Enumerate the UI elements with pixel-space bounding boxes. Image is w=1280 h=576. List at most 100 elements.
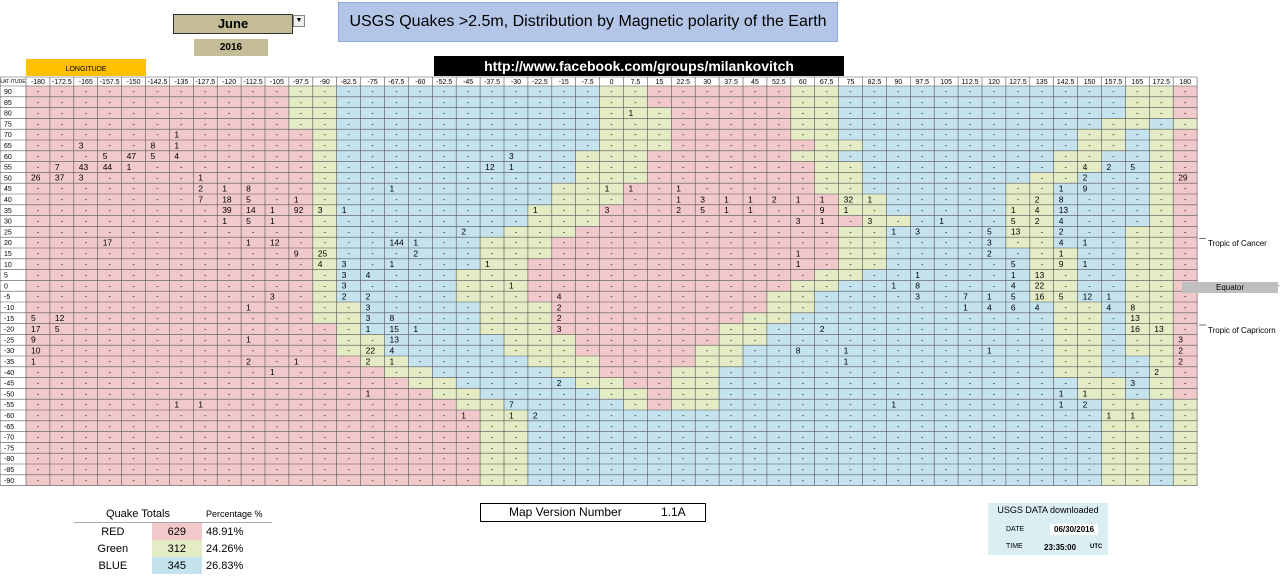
empty-cell-dash: -: [825, 402, 828, 409]
empty-cell-dash: -: [156, 381, 159, 388]
empty-cell-dash: -: [443, 305, 446, 312]
quake-count: 2: [366, 356, 371, 366]
empty-cell-dash: -: [85, 111, 88, 118]
empty-cell-dash: -: [539, 219, 542, 226]
empty-cell-dash: -: [467, 132, 470, 139]
empty-cell-dash: -: [754, 327, 757, 334]
empty-cell-dash: -: [921, 251, 924, 258]
empty-cell-dash: -: [921, 240, 924, 247]
empty-cell-dash: -: [682, 305, 685, 312]
polarity-band: [862, 269, 1030, 281]
polarity-band: [312, 129, 337, 140]
empty-cell-dash: -: [825, 186, 828, 193]
empty-cell-dash: -: [778, 402, 781, 409]
empty-cell-dash: -: [467, 337, 470, 344]
longitude-tick: 172.5: [1152, 79, 1170, 86]
empty-cell-dash: -: [1064, 121, 1067, 128]
empty-cell-dash: -: [873, 240, 876, 247]
empty-cell-dash: -: [730, 424, 733, 431]
polarity-band: [1173, 464, 1198, 475]
empty-cell-dash: -: [969, 262, 972, 269]
empty-cell-dash: -: [969, 283, 972, 290]
empty-cell-dash: -: [1160, 402, 1163, 409]
empty-cell-dash: -: [969, 402, 972, 409]
longitude-tick: -45: [463, 79, 473, 86]
polarity-band: [671, 118, 791, 130]
empty-cell-dash: -: [921, 197, 924, 204]
empty-cell-dash: -: [371, 197, 374, 204]
empty-cell-dash: -: [563, 89, 566, 96]
empty-cell-dash: -: [276, 132, 279, 139]
empty-cell-dash: -: [156, 445, 159, 452]
empty-cell-dash: -: [204, 445, 207, 452]
month-selector[interactable]: June: [173, 14, 293, 34]
empty-cell-dash: -: [873, 121, 876, 128]
totals-header: Quake Totals: [74, 505, 202, 523]
empty-cell-dash: -: [252, 165, 255, 172]
empty-cell-dash: -: [730, 154, 733, 161]
empty-cell-dash: -: [563, 208, 566, 215]
empty-cell-dash: -: [85, 467, 88, 474]
empty-cell-dash: -: [802, 229, 805, 236]
empty-cell-dash: -: [802, 175, 805, 182]
empty-cell-dash: -: [85, 208, 88, 215]
empty-cell-dash: -: [204, 316, 207, 323]
empty-cell-dash: -: [634, 154, 637, 161]
empty-cell-dash: -: [395, 402, 398, 409]
empty-cell-dash: -: [658, 337, 661, 344]
empty-cell-dash: -: [563, 348, 566, 355]
empty-cell-dash: -: [156, 165, 159, 172]
empty-cell-dash: -: [204, 154, 207, 161]
empty-cell-dash: -: [1136, 445, 1139, 452]
empty-cell-dash: -: [945, 348, 948, 355]
empty-cell-dash: -: [371, 121, 374, 128]
group-url-link[interactable]: http://www.facebook.com/groups/milankovi…: [434, 56, 844, 76]
polarity-band: [599, 129, 672, 140]
polarity-band: [1173, 345, 1198, 356]
empty-cell-dash: -: [969, 100, 972, 107]
empty-cell-dash: -: [921, 445, 924, 452]
chevron-down-icon[interactable]: ▼: [293, 15, 305, 27]
empty-cell-dash: -: [778, 413, 781, 420]
empty-cell-dash: -: [228, 348, 231, 355]
polarity-band: [1173, 442, 1198, 454]
polarity-band: [886, 226, 1006, 238]
empty-cell-dash: -: [586, 327, 589, 334]
empty-cell-dash: -: [682, 251, 685, 258]
empty-cell-dash: -: [778, 219, 781, 226]
empty-cell-dash: -: [491, 240, 494, 247]
empty-cell-dash: -: [467, 219, 470, 226]
empty-cell-dash: -: [108, 262, 111, 269]
empty-cell-dash: -: [252, 100, 255, 107]
latitude-tick: -55: [4, 402, 14, 409]
empty-cell-dash: -: [467, 111, 470, 118]
empty-cell-dash: -: [204, 359, 207, 366]
empty-cell-dash: -: [1112, 381, 1115, 388]
empty-cell-dash: -: [419, 294, 422, 301]
empty-cell-dash: -: [61, 197, 64, 204]
empty-cell-dash: -: [1041, 100, 1044, 107]
empty-cell-dash: -: [586, 154, 589, 161]
latitude-tick: 85: [4, 100, 12, 107]
polarity-band: [1053, 226, 1126, 238]
empty-cell-dash: -: [610, 478, 613, 485]
empty-cell-dash: -: [945, 413, 948, 420]
empty-cell-dash: -: [156, 327, 159, 334]
polarity-band: [1173, 215, 1198, 227]
empty-cell-dash: -: [873, 165, 876, 172]
quake-count: 16: [1130, 324, 1140, 334]
empty-cell-dash: -: [37, 381, 40, 388]
empty-cell-dash: -: [897, 348, 900, 355]
quake-count: 1: [605, 184, 610, 194]
polarity-band: [1173, 86, 1198, 97]
empty-cell-dash: -: [347, 229, 350, 236]
quake-count: 1: [676, 184, 681, 194]
quake-count: 1: [796, 259, 801, 269]
polarity-band: [1077, 172, 1150, 184]
quake-count: 1: [629, 184, 634, 194]
empty-cell-dash: -: [539, 337, 542, 344]
empty-cell-dash: -: [610, 100, 613, 107]
empty-cell-dash: -: [443, 219, 446, 226]
empty-cell-dash: -: [563, 337, 566, 344]
empty-cell-dash: -: [1184, 294, 1187, 301]
